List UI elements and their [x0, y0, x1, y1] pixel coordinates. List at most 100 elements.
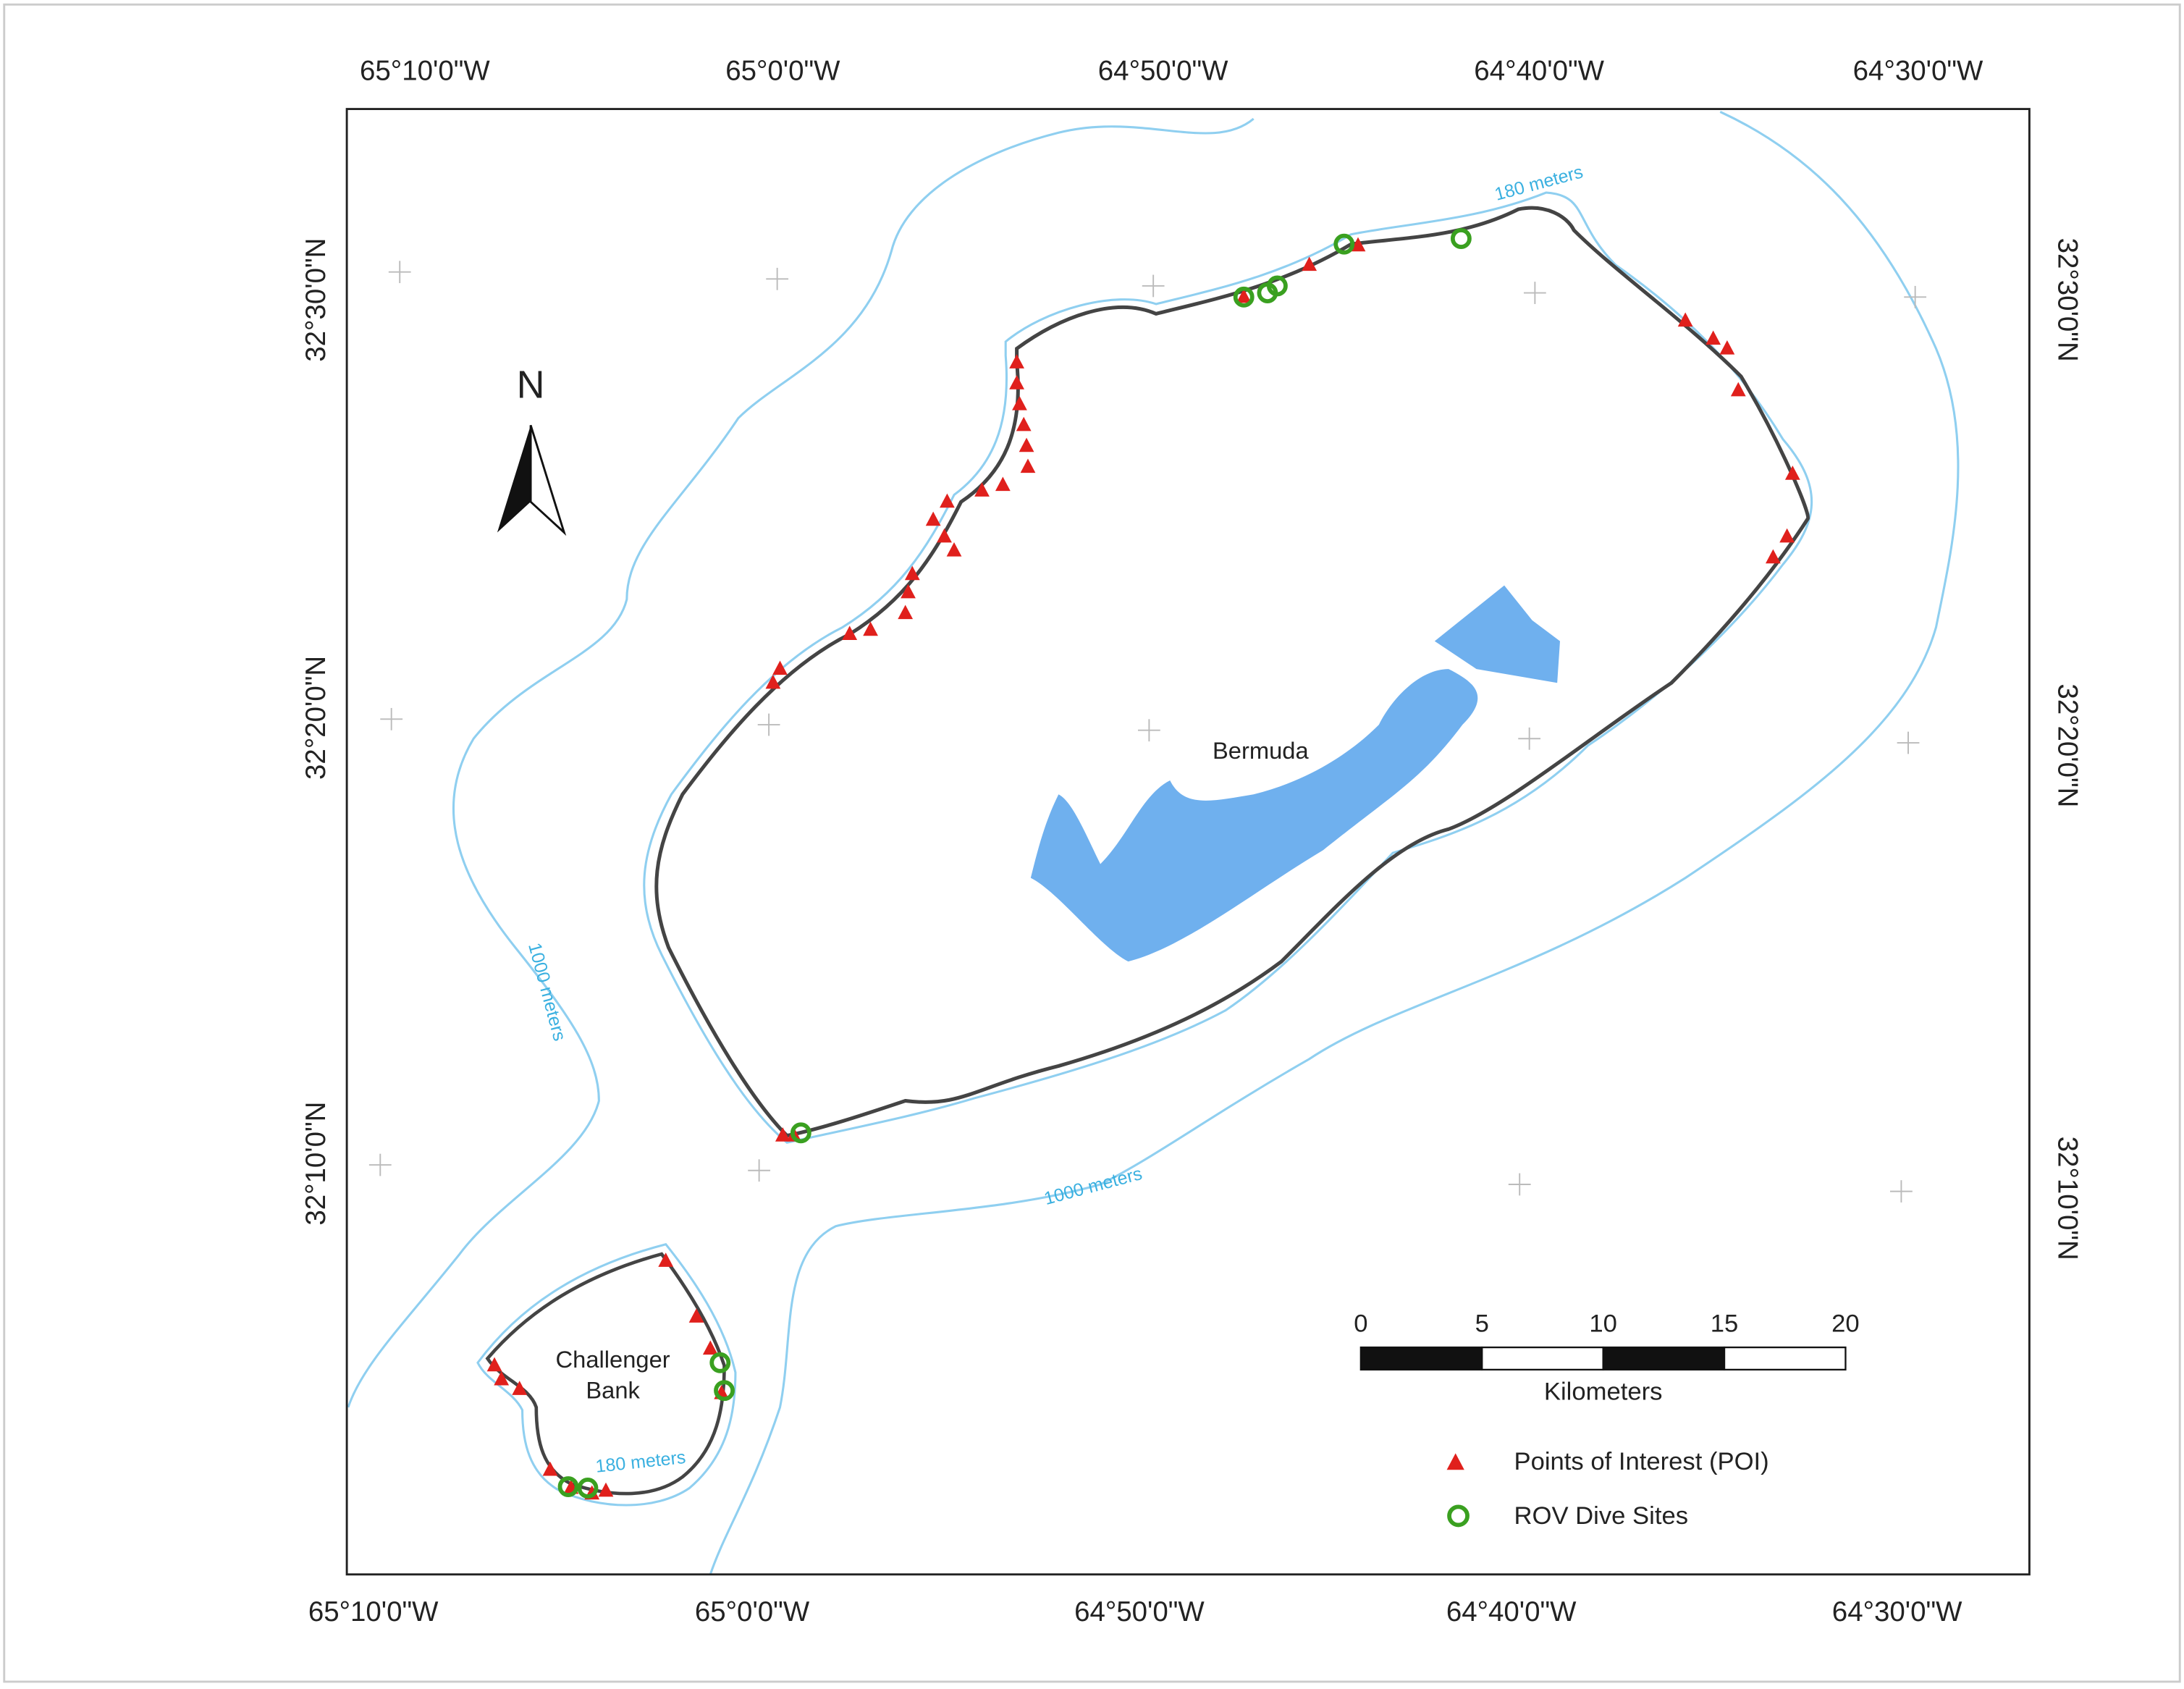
- poi-marker: [1009, 354, 1024, 368]
- poi-marker: [925, 511, 941, 526]
- rov-marker: [790, 1122, 811, 1144]
- legend-label: Points of Interest (POI): [1514, 1448, 1769, 1475]
- rov-marker: [714, 1380, 735, 1402]
- scale-bar: 0 5 10 15 20 Kilometers: [1354, 1310, 1859, 1405]
- contour-180m: [643, 191, 1813, 1144]
- poi-marker: [1019, 437, 1034, 452]
- rov-marker: [577, 1478, 599, 1499]
- axis-label: 64°40'0"W: [1446, 1596, 1577, 1627]
- poi-marker: [494, 1370, 510, 1386]
- poi-marker: [1446, 1453, 1464, 1470]
- poi-marker: [688, 1308, 704, 1323]
- poi-marker: [1706, 330, 1721, 345]
- axis-label: 32°20'0"N: [300, 656, 332, 780]
- axis-label: 65°10'0"W: [360, 56, 490, 87]
- poi-marker: [995, 476, 1011, 492]
- poi-marker: [1236, 288, 1252, 303]
- poi-marker: [863, 621, 878, 636]
- north-arrow: [529, 424, 567, 536]
- axis-label: 65°0'0"W: [695, 1596, 810, 1627]
- place-label: Challenger: [556, 1346, 670, 1373]
- scale-label: 20: [1831, 1310, 1860, 1337]
- axis-label: 64°50'0"W: [1074, 1596, 1205, 1627]
- map-frame: [345, 108, 2031, 1576]
- poi-marker: [542, 1461, 558, 1476]
- poi-marker: [1719, 340, 1735, 355]
- rov-marker: [709, 1352, 731, 1373]
- scale-label: 5: [1475, 1310, 1489, 1337]
- poi-marker: [1302, 256, 1317, 271]
- axis-label: 65°10'0"W: [308, 1596, 439, 1627]
- map-border: [345, 108, 2031, 1576]
- poi-marker: [1350, 237, 1366, 252]
- place-label: Bermuda: [1213, 737, 1309, 764]
- rov-marker: [1233, 286, 1255, 308]
- graticule: [368, 261, 1927, 1202]
- axis-label: 32°10'0"N: [300, 1102, 332, 1226]
- rov-marker: [1266, 275, 1288, 297]
- axis-label: 64°30'0"W: [1832, 1596, 1962, 1627]
- scale-segment: [1602, 1346, 1726, 1371]
- axis-label: 32°30'0"N: [2052, 238, 2083, 362]
- place-label: Bank: [586, 1376, 640, 1403]
- poi-marker: [1784, 466, 1800, 480]
- scale-label: 15: [1711, 1310, 1739, 1337]
- axis-label: 32°20'0"N: [2052, 683, 2083, 807]
- legend: Points of Interest (POI) ROV Dive Sites: [1446, 1448, 1769, 1530]
- poi-marker: [937, 528, 952, 543]
- poi-marker: [1012, 395, 1027, 410]
- axis-label: 64°40'0"W: [1474, 56, 1604, 87]
- bank-outline: [485, 1252, 726, 1496]
- poi-marker: [1779, 528, 1795, 543]
- contour-180m: [476, 1242, 737, 1507]
- contour-1000m: [347, 117, 1255, 1408]
- rov-marker: [557, 1476, 579, 1497]
- north-arrow: [497, 425, 531, 533]
- rov-marker: [1333, 233, 1355, 255]
- scale-label: 0: [1354, 1310, 1367, 1337]
- poi-marker: [775, 1127, 790, 1142]
- scale-segment: [1359, 1346, 1483, 1371]
- axis-label: 32°30'0"N: [300, 238, 332, 362]
- axis-label: 65°0'0"W: [725, 56, 840, 87]
- legend-symbol: [1447, 1504, 1470, 1528]
- scale-unit: Kilometers: [1544, 1378, 1663, 1406]
- poi-marker: [898, 605, 914, 620]
- axis-label: 64°50'0"W: [1098, 56, 1228, 87]
- poi-marker: [1020, 458, 1036, 473]
- axis-label: 64°30'0"W: [1853, 56, 1983, 87]
- island: [1030, 669, 1478, 962]
- poi-marker: [658, 1252, 674, 1267]
- poi-marker: [904, 565, 920, 581]
- markers: [486, 228, 1800, 1500]
- poi-marker: [901, 584, 916, 599]
- island: [1434, 585, 1560, 683]
- scale-segment: [1481, 1346, 1604, 1371]
- figure-border: [3, 3, 2181, 1683]
- poi-marker: [598, 1482, 614, 1497]
- poi-marker: [940, 493, 955, 508]
- poi-marker: [765, 674, 781, 689]
- legend-label: ROV Dive Sites: [1514, 1502, 1689, 1530]
- poi-marker: [772, 660, 788, 675]
- poi-marker: [1730, 382, 1746, 397]
- labels: 65°10'0"W 65°0'0"W 64°50'0"W 64°40'0"W 64°30…: [300, 56, 2083, 1627]
- poi-marker: [486, 1357, 502, 1372]
- poi-marker: [974, 482, 990, 497]
- rov-marker: [1450, 228, 1472, 249]
- poi-marker: [946, 542, 962, 557]
- poi-marker: [1016, 416, 1032, 431]
- poi-marker: [1009, 375, 1024, 389]
- poi-marker: [842, 626, 858, 641]
- reef-outline: [654, 206, 1810, 1138]
- scale-segment: [1723, 1346, 1847, 1371]
- axis-label: 32°10'0"N: [2052, 1137, 2083, 1260]
- poi-marker: [512, 1381, 528, 1395]
- poi-marker: [1677, 312, 1693, 327]
- poi-marker: [702, 1340, 718, 1355]
- poi-marker: [1765, 549, 1781, 564]
- north-label: N: [517, 363, 545, 407]
- scale-label: 10: [1589, 1310, 1617, 1337]
- contour-1000m: [709, 111, 1960, 1575]
